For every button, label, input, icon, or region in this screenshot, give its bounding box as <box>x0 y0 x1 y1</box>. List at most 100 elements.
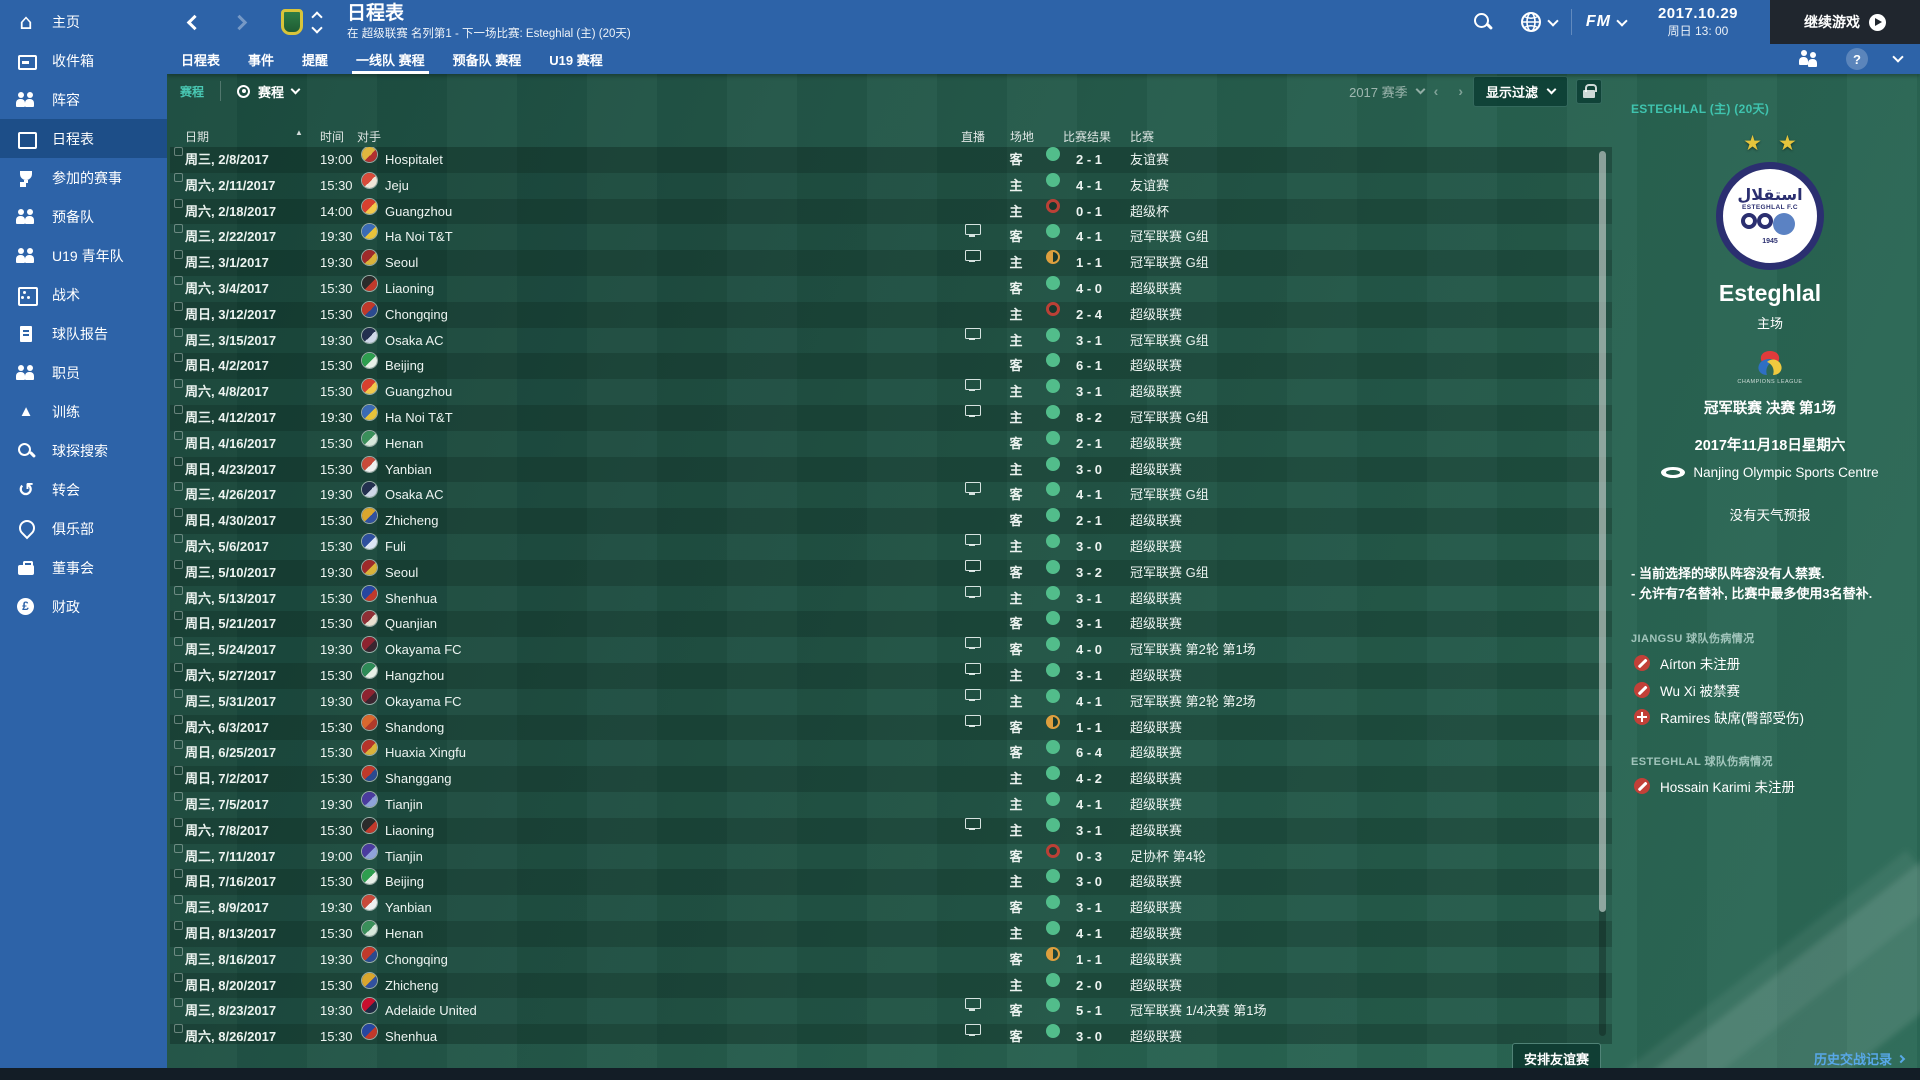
fixture-row[interactable]: 周日, 7/16/2017 15:30 Beijing 主 3 - 0 超级联赛 <box>170 869 1612 896</box>
sidebar-item[interactable]: 转会 <box>0 470 167 509</box>
fixture-competition[interactable]: 超级杯 <box>1130 203 1170 219</box>
col-header-tv[interactable]: 直播 <box>960 130 985 144</box>
fixture-competition[interactable]: 冠军联赛 G组 <box>1130 332 1209 348</box>
fixture-competition[interactable]: 足协杯 第4轮 <box>1130 848 1206 864</box>
opponent-name[interactable]: Seoul <box>385 255 419 271</box>
opponent-name[interactable]: Shenhua <box>385 590 438 606</box>
tab[interactable]: 日程表 <box>167 44 234 74</box>
view-mode-select[interactable]: 赛程 <box>237 82 301 101</box>
col-header-opponent[interactable]: 对手 <box>357 130 382 144</box>
tab[interactable]: U19 赛程 <box>535 44 616 74</box>
display-filter-button[interactable]: 显示过滤 <box>1472 75 1568 107</box>
opponent-name[interactable]: Shenhua <box>385 1029 438 1044</box>
sidebar-item[interactable]: 训练 <box>0 392 167 431</box>
fixture-score[interactable]: 2 - 0 <box>1075 977 1102 993</box>
fixture-score[interactable]: 3 - 0 <box>1075 461 1102 477</box>
fixture-competition[interactable]: 超级联赛 <box>1130 667 1183 683</box>
fixture-row[interactable]: 周日, 7/2/2017 15:30 Shanggang 主 4 - 2 超级联… <box>170 766 1612 792</box>
scrollbar[interactable] <box>1599 151 1606 1036</box>
stadium-name[interactable]: Nanjing Olympic Sports Centre <box>1693 465 1879 480</box>
opponent-name[interactable]: Hangzhou <box>385 667 445 683</box>
fixture-row[interactable]: 周日, 6/25/2017 15:30 Huaxia Xingfu 客 6 - … <box>170 740 1612 767</box>
fixture-score[interactable]: 3 - 1 <box>1075 900 1102 916</box>
fixture-row[interactable]: 周日, 4/2/2017 15:30 Beijing 客 6 - 1 超级联赛 <box>170 353 1612 380</box>
col-header-date[interactable]: 日期 <box>185 130 210 144</box>
fixture-score[interactable]: 4 - 0 <box>1075 280 1102 296</box>
fixture-row[interactable]: 周三, 3/15/2017 19:30 Osaka AC 主 3 - 1 冠军联… <box>170 327 1612 354</box>
fixture-competition[interactable]: 超级联赛 <box>1130 874 1183 890</box>
sidebar-item[interactable]: 球探搜索 <box>0 431 167 470</box>
sidebar-item[interactable]: 阵容 <box>0 80 167 119</box>
club-crest-icon[interactable] <box>281 9 303 35</box>
opponent-name[interactable]: Yanbian <box>385 461 432 477</box>
availability-item[interactable]: Aírton 未注册 <box>1634 653 1920 673</box>
sidebar-item[interactable]: 参加的赛事 <box>0 158 167 197</box>
fixture-competition[interactable]: 超级联赛 <box>1130 1029 1183 1044</box>
sidebar-item[interactable]: 战术 <box>0 275 167 314</box>
col-header-competition[interactable]: 比赛 <box>1130 130 1155 144</box>
fixture-row[interactable]: 周日, 8/13/2017 15:30 Henan 主 4 - 1 超级联赛 <box>170 920 1612 947</box>
tab[interactable]: 事件 <box>234 44 288 74</box>
fixture-competition[interactable]: 超级联赛 <box>1130 822 1183 838</box>
fixture-score[interactable]: 8 - 2 <box>1075 409 1102 425</box>
fixture-competition[interactable]: 冠军联赛 G组 <box>1130 409 1209 425</box>
scrollbar-thumb[interactable] <box>1599 151 1606 913</box>
fixture-row[interactable]: 周六, 4/8/2017 15:30 Guangzhou 主 3 - 1 超级联… <box>170 379 1612 405</box>
fixture-row[interactable]: 周日, 8/20/2017 15:30 Zhicheng 主 2 - 0 超级联… <box>170 972 1612 999</box>
fixture-competition[interactable]: 超级联赛 <box>1130 771 1183 787</box>
col-header-venue[interactable]: 场地 <box>1009 130 1034 144</box>
sidebar-item[interactable]: U19 青年队 <box>0 236 167 275</box>
sidebar-item[interactable]: 预备队 <box>0 197 167 236</box>
fixture-competition[interactable]: 冠军联赛 G组 <box>1130 255 1209 271</box>
availability-item[interactable]: Wu Xi 被禁赛 <box>1634 680 1920 700</box>
fixture-score[interactable]: 2 - 4 <box>1075 306 1102 322</box>
continue-button[interactable]: 继续游戏 <box>1770 0 1920 44</box>
fixture-row[interactable]: 周六, 8/26/2017 15:30 Shenhua 客 3 - 0 超级联赛 <box>170 1024 1612 1044</box>
fixture-row[interactable]: 周六, 5/27/2017 15:30 Hangzhou 主 3 - 1 超级联… <box>170 662 1612 689</box>
fixture-competition[interactable]: 超级联赛 <box>1130 435 1183 451</box>
fixture-competition[interactable]: 超级联赛 <box>1130 513 1183 529</box>
sidebar-item[interactable]: 财政 <box>0 587 167 626</box>
opponent-name[interactable]: Shandong <box>385 719 445 735</box>
opponent-name[interactable]: Chongqing <box>385 306 448 322</box>
opponent-name[interactable]: Okayama FC <box>385 642 462 658</box>
fixture-row[interactable]: 周二, 7/11/2017 19:00 Tianjin 客 0 - 3 足协杯 … <box>170 843 1612 870</box>
opponent-name[interactable]: Osaka AC <box>385 332 444 348</box>
fixture-row[interactable]: 周三, 8/9/2017 19:30 Yanbian 客 3 - 1 超级联赛 <box>170 895 1612 921</box>
fixture-row[interactable]: 周六, 2/11/2017 15:30 Jeju 主 4 - 1 友谊赛 <box>170 172 1612 199</box>
arrange-friendly-button[interactable]: 安排友谊赛 <box>1512 1043 1602 1068</box>
fixture-row[interactable]: 周三, 4/12/2017 19:30 Ha Noi T&T 主 8 - 2 冠… <box>170 404 1612 431</box>
opponent-name[interactable]: Tianjin <box>385 848 423 864</box>
fixture-row[interactable]: 周三, 2/8/2017 19:00 Hospitalet 客 2 - 1 友谊… <box>170 147 1612 173</box>
opponent-name[interactable]: Ha Noi T&T <box>385 409 453 425</box>
fixture-competition[interactable]: 超级联赛 <box>1130 925 1183 941</box>
fixture-score[interactable]: 4 - 0 <box>1075 642 1102 658</box>
opponent-name[interactable]: Ha Noi T&T <box>385 229 453 245</box>
fixture-competition[interactable]: 友谊赛 <box>1130 152 1170 167</box>
team-icon[interactable] <box>1798 50 1820 68</box>
availability-item[interactable]: Ramires 缺席(臀部受伤) <box>1634 707 1920 727</box>
fm-menu[interactable]: FM <box>1585 13 1611 30</box>
view-subtab-schedule[interactable]: 赛程 <box>180 84 205 99</box>
fixture-row[interactable]: 周日, 3/12/2017 15:30 Chongqing 主 2 - 4 超级… <box>170 301 1612 328</box>
opponent-name[interactable]: Beijing <box>385 874 425 890</box>
availability-item[interactable]: Hossain Karimi 未注册 <box>1634 776 1920 796</box>
fixture-row[interactable]: 周三, 2/22/2017 19:30 Ha Noi T&T 客 4 - 1 冠… <box>170 224 1612 251</box>
search-icon[interactable] <box>1472 11 1494 33</box>
opponent-name[interactable]: Tianjin <box>385 796 423 812</box>
opponent-name[interactable]: Zhicheng <box>385 513 439 529</box>
fixture-row[interactable]: 周三, 8/23/2017 19:30 Adelaide United 客 5 … <box>170 998 1612 1025</box>
fixture-competition[interactable]: 超级联赛 <box>1130 280 1183 296</box>
tab[interactable]: 预备队 赛程 <box>439 44 536 74</box>
fixture-row[interactable]: 周日, 4/16/2017 15:30 Henan 客 2 - 1 超级联赛 <box>170 430 1612 457</box>
opponent-name[interactable]: Henan <box>385 925 424 941</box>
opponent-name[interactable]: Liaoning <box>385 822 435 838</box>
fixture-competition[interactable]: 超级联赛 <box>1130 977 1183 993</box>
sidebar-item[interactable]: 董事会 <box>0 548 167 587</box>
fixture-row[interactable]: 周三, 5/24/2017 19:30 Okayama FC 客 4 - 0 冠… <box>170 637 1612 663</box>
fixture-score[interactable]: 3 - 2 <box>1075 564 1102 580</box>
fixture-score[interactable]: 0 - 1 <box>1075 203 1102 219</box>
fixture-competition[interactable]: 超级联赛 <box>1130 306 1183 322</box>
history-link[interactable]: 历史交战记录 <box>1814 1049 1906 1068</box>
fixture-score[interactable]: 4 - 2 <box>1075 771 1102 787</box>
